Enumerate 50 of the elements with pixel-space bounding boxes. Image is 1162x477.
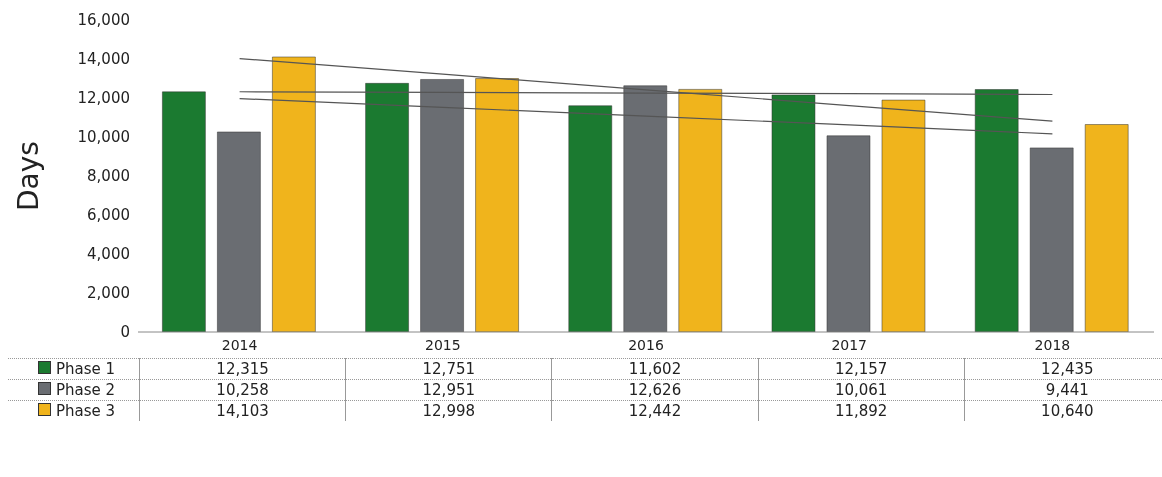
y-tick-label: 2,000 xyxy=(87,284,130,303)
data-label: 11,602 xyxy=(551,358,759,380)
bar xyxy=(272,56,316,332)
y-axis-title: Days xyxy=(11,141,45,211)
data-label: 12,442 xyxy=(551,400,759,421)
line-series xyxy=(239,58,1053,122)
bar xyxy=(475,78,519,332)
data-label: 12,998 xyxy=(345,400,552,421)
bar xyxy=(365,83,409,332)
y-tick-label: 16,000 xyxy=(77,11,130,30)
bar xyxy=(881,99,926,332)
x-tick-label: 2016 xyxy=(628,336,664,353)
bar xyxy=(162,91,206,332)
bar xyxy=(826,135,871,332)
legend-label: Phase 1 xyxy=(55,360,116,378)
bar xyxy=(217,131,261,332)
line-series xyxy=(239,97,1053,135)
bar xyxy=(974,89,1019,332)
data-label: 11,892 xyxy=(758,400,965,421)
data-label: 12,626 xyxy=(551,379,759,401)
data-label: 12,315 xyxy=(139,358,346,380)
x-tick-label: 2018 xyxy=(1034,336,1071,353)
y-tick-label: 14,000 xyxy=(77,50,130,69)
bar xyxy=(623,85,668,332)
legend-label: Phase 3 xyxy=(55,402,116,420)
y-tick-label: 0 xyxy=(120,323,130,342)
legend-label: Phase 2 xyxy=(55,381,116,399)
bar xyxy=(568,105,613,332)
data-label: 14,103 xyxy=(139,400,346,421)
y-tick-label: 12,000 xyxy=(77,89,130,108)
bar xyxy=(771,94,816,332)
x-tick-label: 2014 xyxy=(221,336,258,353)
data-label: 12,157 xyxy=(758,358,965,380)
data-label: 10,258 xyxy=(139,379,346,401)
bar xyxy=(420,79,464,332)
bar xyxy=(678,89,723,332)
bar xyxy=(1084,124,1129,332)
x-tick-label: 2017 xyxy=(831,336,868,353)
y-tick-label: 10,000 xyxy=(77,128,130,147)
data-label: 12,751 xyxy=(345,358,552,380)
x-tick-label: 2015 xyxy=(424,336,461,353)
data-label: 12,435 xyxy=(964,358,1162,380)
y-tick-label: 6,000 xyxy=(87,206,130,225)
y-tick-label: 4,000 xyxy=(87,245,130,264)
y-tick-label: 8,000 xyxy=(87,167,130,186)
data-label: 10,061 xyxy=(758,379,965,401)
bar xyxy=(1029,147,1074,332)
data-label: 12,951 xyxy=(345,379,552,401)
data-label: 9,441 xyxy=(964,379,1162,401)
data-label: 10,640 xyxy=(964,400,1162,421)
